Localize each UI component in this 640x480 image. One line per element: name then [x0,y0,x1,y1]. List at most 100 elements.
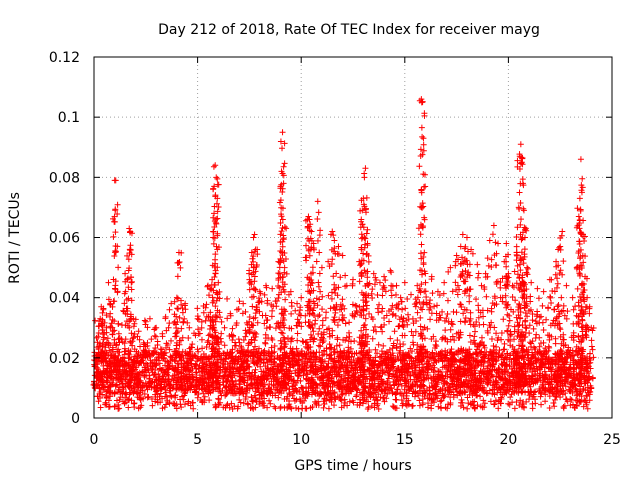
noise-point [572,303,579,310]
noise-point [542,398,549,405]
spike-point [246,314,253,321]
data-point [370,270,377,277]
noise-point [374,397,381,404]
noise-point [341,396,348,403]
noise-point [99,309,106,316]
data-point [335,243,342,250]
spike-point [388,292,395,299]
spike-point [268,344,275,351]
spike-point [288,303,295,310]
noise-point [371,404,378,411]
spike-point [205,337,212,344]
noise-point [144,394,151,401]
noise-point [135,328,142,335]
noise-point [277,403,284,410]
noise-point [385,375,392,382]
noise-point [444,311,451,318]
data-point [122,270,129,277]
noise-point [349,350,356,357]
spike-point [246,286,253,293]
noise-point [479,387,486,394]
spike-point [273,297,280,304]
spike-point [323,309,330,316]
noise-point [380,342,387,349]
spike-point [315,342,322,349]
noise-point [166,306,173,313]
spike-point [365,282,372,289]
noise-point [286,401,293,408]
spike-point [328,295,335,302]
noise-point [506,317,513,324]
data-point [318,264,325,271]
noise-point [353,393,360,400]
noise-point [121,376,128,383]
noise-point [386,307,393,314]
noise-point [236,298,243,305]
spike-point [180,318,187,325]
noise-point [548,299,555,306]
spike-point [279,330,286,337]
noise-point [255,355,262,362]
noise-point [376,383,383,390]
noise-point [267,400,274,407]
noise-point [570,401,577,408]
noise-point [495,351,502,358]
noise-point [421,335,428,342]
noise-point [218,318,225,325]
noise-point [459,399,466,406]
spike-point [159,333,166,340]
spike-point [319,293,326,300]
spike-point [342,320,349,327]
noise-point [224,401,231,408]
noise-point [286,391,293,398]
spike-point [375,341,382,348]
noise-point [542,360,549,367]
data-point [387,267,394,274]
noise-point [203,301,210,308]
spike-point [353,302,360,309]
data-point [331,237,338,244]
data-point [250,234,257,241]
noise-point [299,405,306,412]
noise-point [498,360,505,367]
data-point [142,318,149,325]
noise-point [422,389,429,396]
spike-point [364,274,371,281]
noise-point [442,404,449,411]
noise-point [149,402,156,409]
noise-point [308,352,315,359]
noise-point [507,306,514,313]
data-point [212,162,219,169]
noise-point [195,348,202,355]
spike-point [288,335,295,342]
noise-point [529,310,536,317]
data-point [115,330,122,337]
spike-point [212,256,219,263]
noise-point [171,298,178,305]
noise-point [193,369,200,376]
data-point [362,165,369,172]
noise-point [241,379,248,386]
spike-point [382,277,389,284]
spike-point [366,310,373,317]
noise-point [286,390,293,397]
spike-point [174,305,181,312]
noise-point [561,402,568,409]
spike-point [339,312,346,319]
spike-point [333,270,340,277]
spike-point [277,231,284,238]
data-point [298,294,305,301]
noise-point [578,398,585,405]
noise-point [550,400,557,407]
spike-point [369,286,376,293]
spike-point [283,225,290,232]
spike-point [242,308,249,315]
noise-point [532,400,539,407]
noise-point [457,402,464,409]
data-point [269,285,276,292]
noise-point [447,336,454,343]
spike-point [112,249,119,256]
spike-point [152,325,159,332]
noise-point [550,390,557,397]
spike-point [163,340,170,347]
